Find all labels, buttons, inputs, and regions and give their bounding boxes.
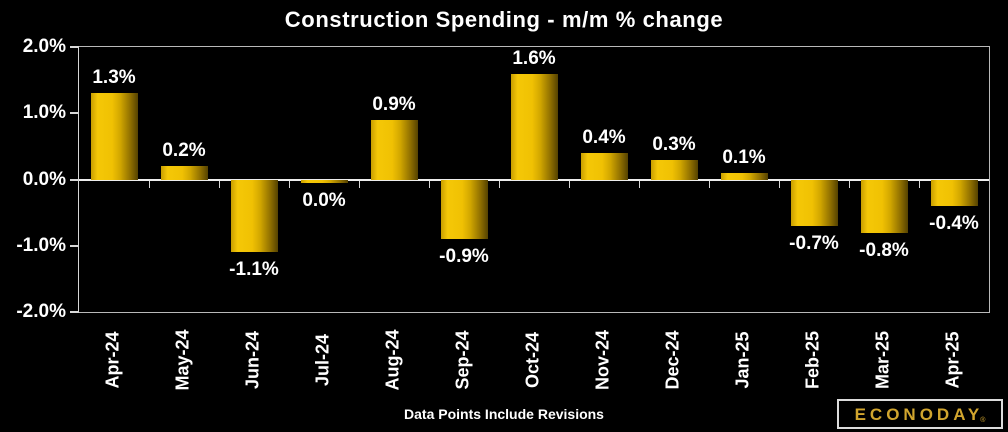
y-axis-tick-label: 1.0% [22,102,66,124]
bar-value-label: 0.1% [722,146,766,168]
x-axis-label-text: Jan-25 [732,331,753,389]
bar-value-label: -0.4% [929,213,979,234]
bar-nov-24 [580,153,628,180]
bar-value-label: 1.6% [512,47,556,69]
x-axis-label-nov-24: Nov-24 [568,319,638,401]
x-axis-boundary-tick [498,180,500,188]
plot-area: 1.3% 0.2% -1.1% 0.0% 0.9% -0.9% 1.6% 0.4% 0.3% 0.… [78,46,990,313]
bar-jul-24 [300,179,348,183]
x-axis-boundary-tick [638,180,640,188]
x-axis-boundary-tick [218,180,220,188]
y-axis-tick [70,46,79,48]
x-axis-label-jul-24: Jul-24 [288,319,358,401]
bar-value-label: 0.9% [372,93,416,115]
x-axis-label-text: Sep-24 [452,330,473,390]
x-axis-label-text: Apr-24 [102,331,123,389]
y-axis-tick-label: 0.0% [22,168,66,190]
x-axis-label-oct-24: Oct-24 [498,319,568,401]
x-axis-label-feb-25: Feb-25 [778,319,848,401]
y-axis-tick [70,311,79,313]
econoday-logo: ECONODAY ® [837,399,1003,429]
x-axis-boundary-tick [568,180,570,188]
bar-value-label: 0.4% [582,127,626,148]
bar-value-label: 0.3% [652,133,696,155]
bar-value-label: -0.7% [789,232,839,254]
x-axis-label-jan-25: Jan-25 [708,319,778,401]
bar-value-label: -0.8% [859,239,909,261]
x-axis-label-text: Apr-25 [942,331,963,389]
x-axis-label-text: Dec-24 [662,330,683,390]
bar-value-label: 1.3% [92,67,136,89]
x-axis-boundary-tick [148,180,150,188]
bar-mar-25 [860,179,908,233]
y-axis-tick-label: 2.0% [22,36,66,57]
x-axis-label-dec-24: Dec-24 [638,319,708,401]
y-axis-tick-label: -2.0% [16,301,66,322]
x-axis-boundary-tick [708,180,710,188]
x-axis-boundary-tick [288,180,290,188]
y-axis-tick-label: -1.0% [16,234,66,256]
bar-value-label: -1.1% [229,259,279,281]
bar-may-24 [160,166,208,180]
y-axis-tick [70,244,79,247]
x-axis-label-text: May-24 [172,329,193,391]
bar-value-label: -0.9% [439,246,489,268]
y-axis-tick [70,178,79,181]
bar-sep-24 [440,179,488,240]
bar-feb-25 [790,179,838,226]
x-axis-boundary-tick [848,180,850,188]
bar-value-label: 0.2% [162,140,206,162]
bar-value-label: 0.0% [302,189,346,211]
x-axis-label-text: Feb-25 [802,330,823,390]
x-axis-label-apr-24: Apr-24 [78,319,148,401]
x-axis-label-mar-25: Mar-25 [848,319,918,401]
x-axis-label-text: Jul-24 [312,333,333,387]
x-axis-label-text: Nov-24 [592,329,613,391]
footnote: Data Points Include Revisions [404,406,604,422]
bar-jun-24 [230,179,278,253]
x-axis-boundary-tick [918,180,920,188]
x-axis-label-jun-24: Jun-24 [218,319,288,401]
y-axis-tick [70,112,79,115]
x-axis-label-aug-24: Aug-24 [358,319,428,401]
x-axis-boundary-tick [428,180,430,188]
x-axis-label-apr-25: Apr-25 [918,319,988,401]
x-axis-label-sep-24: Sep-24 [428,319,498,401]
bar-oct-24 [510,73,558,180]
bar-apr-24 [90,93,138,180]
x-axis-label-text: Jun-24 [242,330,263,390]
x-axis-label-text: Aug-24 [382,329,403,391]
x-axis-label-text: Mar-25 [872,330,893,390]
zero-axis-line [79,178,989,181]
chart-title: Construction Spending - m/m % change [284,7,724,32]
bar-jan-25 [720,172,768,180]
bar-dec-24 [650,159,698,180]
x-axis-label-text: Oct-24 [522,331,543,389]
x-axis-label-may-24: May-24 [148,319,218,401]
logo-brand-text: ECONODAY [854,404,984,424]
x-axis-boundary-tick [358,180,360,188]
x-axis-boundary-tick [778,180,780,188]
registered-trademark-icon: ® [980,417,986,424]
bar-apr-25 [930,179,978,206]
bar-aug-24 [370,119,418,180]
